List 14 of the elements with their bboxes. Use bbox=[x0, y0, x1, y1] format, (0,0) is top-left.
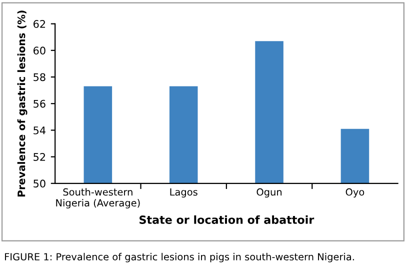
y-axis-title: Prevalence of gastric lesions (%) bbox=[17, 10, 28, 197]
y-tick-label: 56 bbox=[34, 100, 46, 108]
y-tick-label: 60 bbox=[34, 46, 46, 55]
caption: FIGURE 1: Prevalence of gastric lesions in pigs in south-western Nigeria. bbox=[5, 252, 354, 262]
x-axis-title: State or location of abattoir bbox=[140, 215, 314, 224]
y-tick-label: 52 bbox=[34, 153, 46, 161]
y-tick-label: 50 bbox=[34, 180, 46, 188]
x-tick-label: Lagos bbox=[170, 188, 198, 198]
x-tick-label: South-western Nigeria (Average) bbox=[56, 188, 140, 208]
y-tick-label: 58 bbox=[34, 73, 46, 82]
y-tick-label: 62 bbox=[34, 20, 46, 28]
x-tick-label: Oyo bbox=[346, 188, 364, 198]
y-tick-label: 54 bbox=[34, 126, 46, 134]
x-tick-label: Ogun bbox=[256, 188, 282, 198]
